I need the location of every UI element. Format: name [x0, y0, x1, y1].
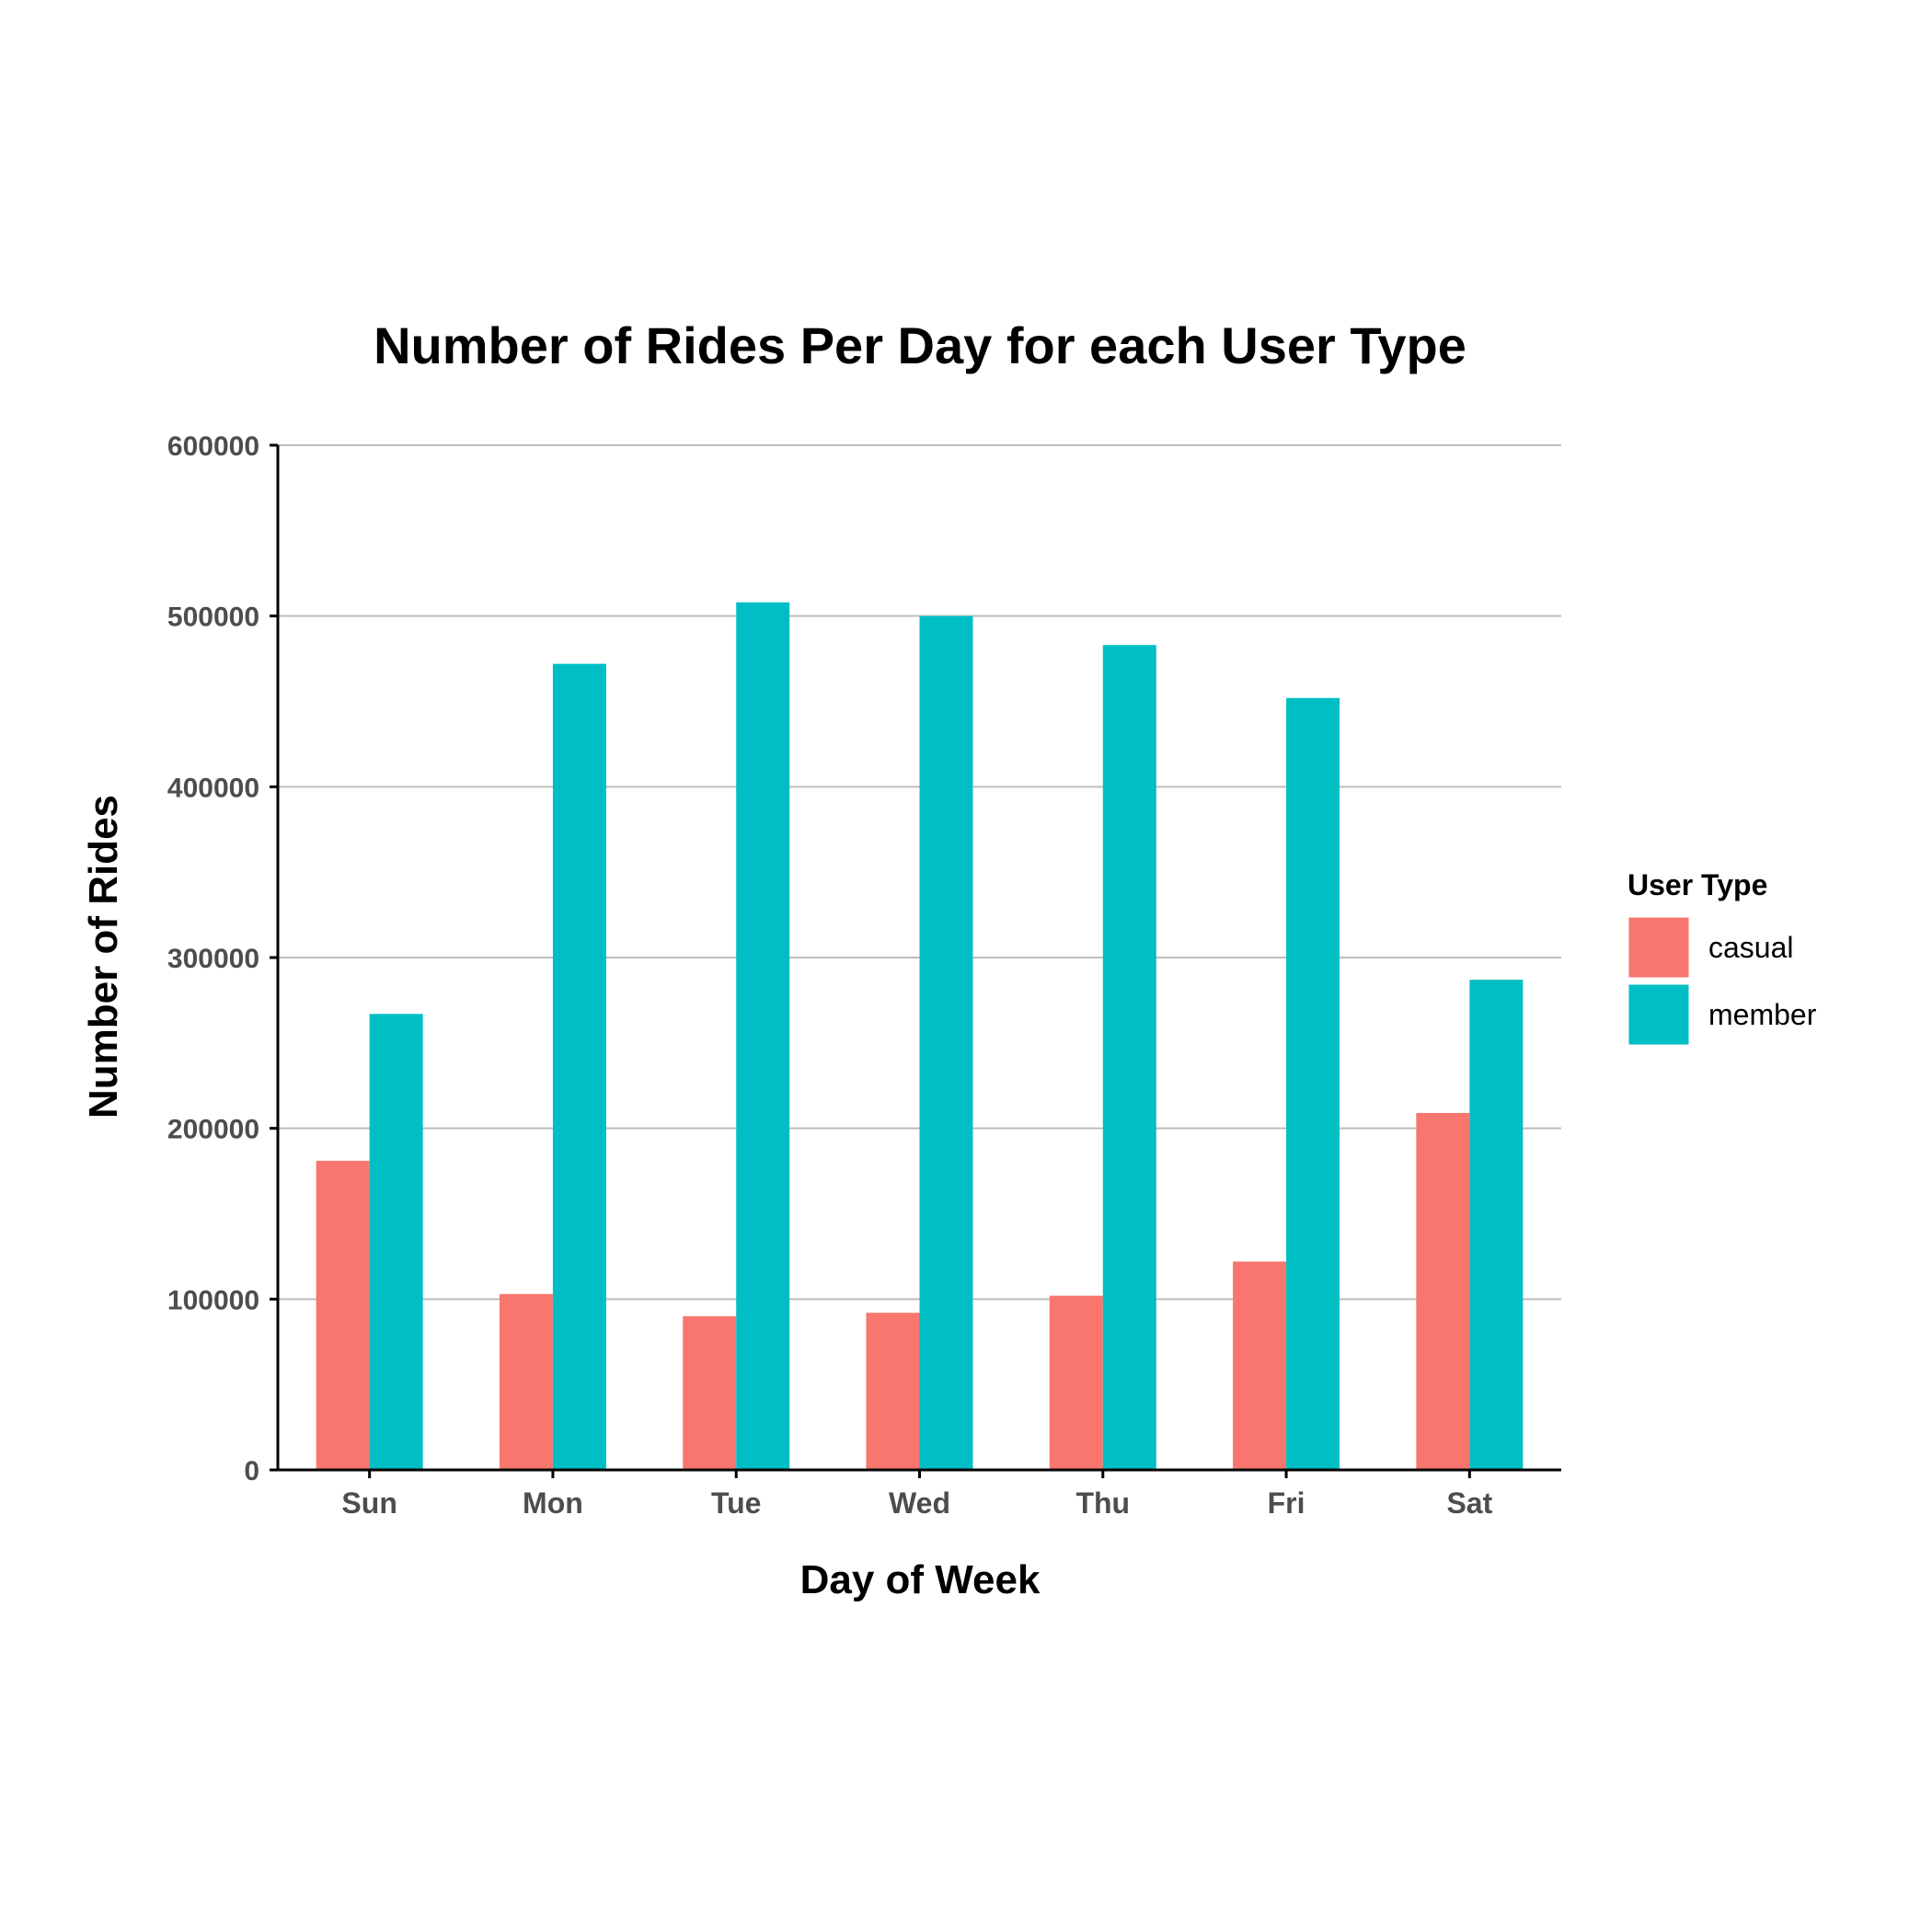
- x-tick-label-sat: Sat: [1446, 1486, 1492, 1520]
- legend-label-casual: casual: [1708, 931, 1794, 964]
- x-axis-ticks: Sun Mon Tue Wed Thu Fri Sat: [341, 1470, 1493, 1520]
- bar-fri-casual: [1233, 1261, 1287, 1470]
- bar-fri-member: [1286, 697, 1340, 1470]
- x-axis-title: Day of Week: [800, 1557, 1041, 1602]
- legend-title: User Type: [1627, 868, 1767, 901]
- bar-sun-member: [369, 1014, 423, 1470]
- y-axis-title: Number of Rides: [81, 795, 126, 1119]
- chart-title: Number of Rides Per Day for each User Ty…: [374, 316, 1466, 374]
- bar-wed-member: [919, 615, 973, 1470]
- y-tick-label-200000: 200000: [167, 1115, 259, 1145]
- bar-sat-casual: [1416, 1112, 1470, 1470]
- bar-mon-casual: [499, 1293, 553, 1470]
- bar-wed-casual: [866, 1313, 920, 1470]
- bar-thu-casual: [1049, 1295, 1103, 1470]
- y-axis-ticks: 0 100000 200000 300000 400000 500000 600000: [167, 431, 278, 1486]
- legend-label-member: member: [1708, 998, 1817, 1031]
- y-tick-label-600000: 600000: [167, 431, 259, 462]
- x-tick-label-fri: Fri: [1268, 1486, 1305, 1520]
- y-tick-label-300000: 300000: [167, 944, 259, 974]
- bar-sat-member: [1469, 980, 1524, 1470]
- bar-thu-member: [1102, 645, 1156, 1470]
- bar-mon-member: [552, 663, 606, 1470]
- y-tick-label-100000: 100000: [167, 1285, 259, 1315]
- y-tick-label-500000: 500000: [167, 602, 259, 633]
- legend-key-member: [1626, 981, 1692, 1048]
- y-tick-label-400000: 400000: [167, 773, 259, 803]
- x-tick-label-mon: Mon: [523, 1486, 583, 1520]
- y-tick-label-0: 0: [244, 1456, 259, 1486]
- x-tick-label-wed: Wed: [889, 1486, 950, 1520]
- bar-tue-casual: [683, 1315, 737, 1470]
- bars: [316, 602, 1524, 1470]
- x-tick-label-tue: Tue: [711, 1486, 762, 1520]
- legend: User Type casual member: [1626, 868, 1817, 1048]
- x-tick-label-sun: Sun: [341, 1486, 397, 1520]
- x-tick-label-thu: Thu: [1075, 1486, 1130, 1520]
- bar-sun-casual: [316, 1160, 370, 1470]
- bar-tue-member: [736, 602, 790, 1470]
- legend-key-casual: [1626, 914, 1692, 981]
